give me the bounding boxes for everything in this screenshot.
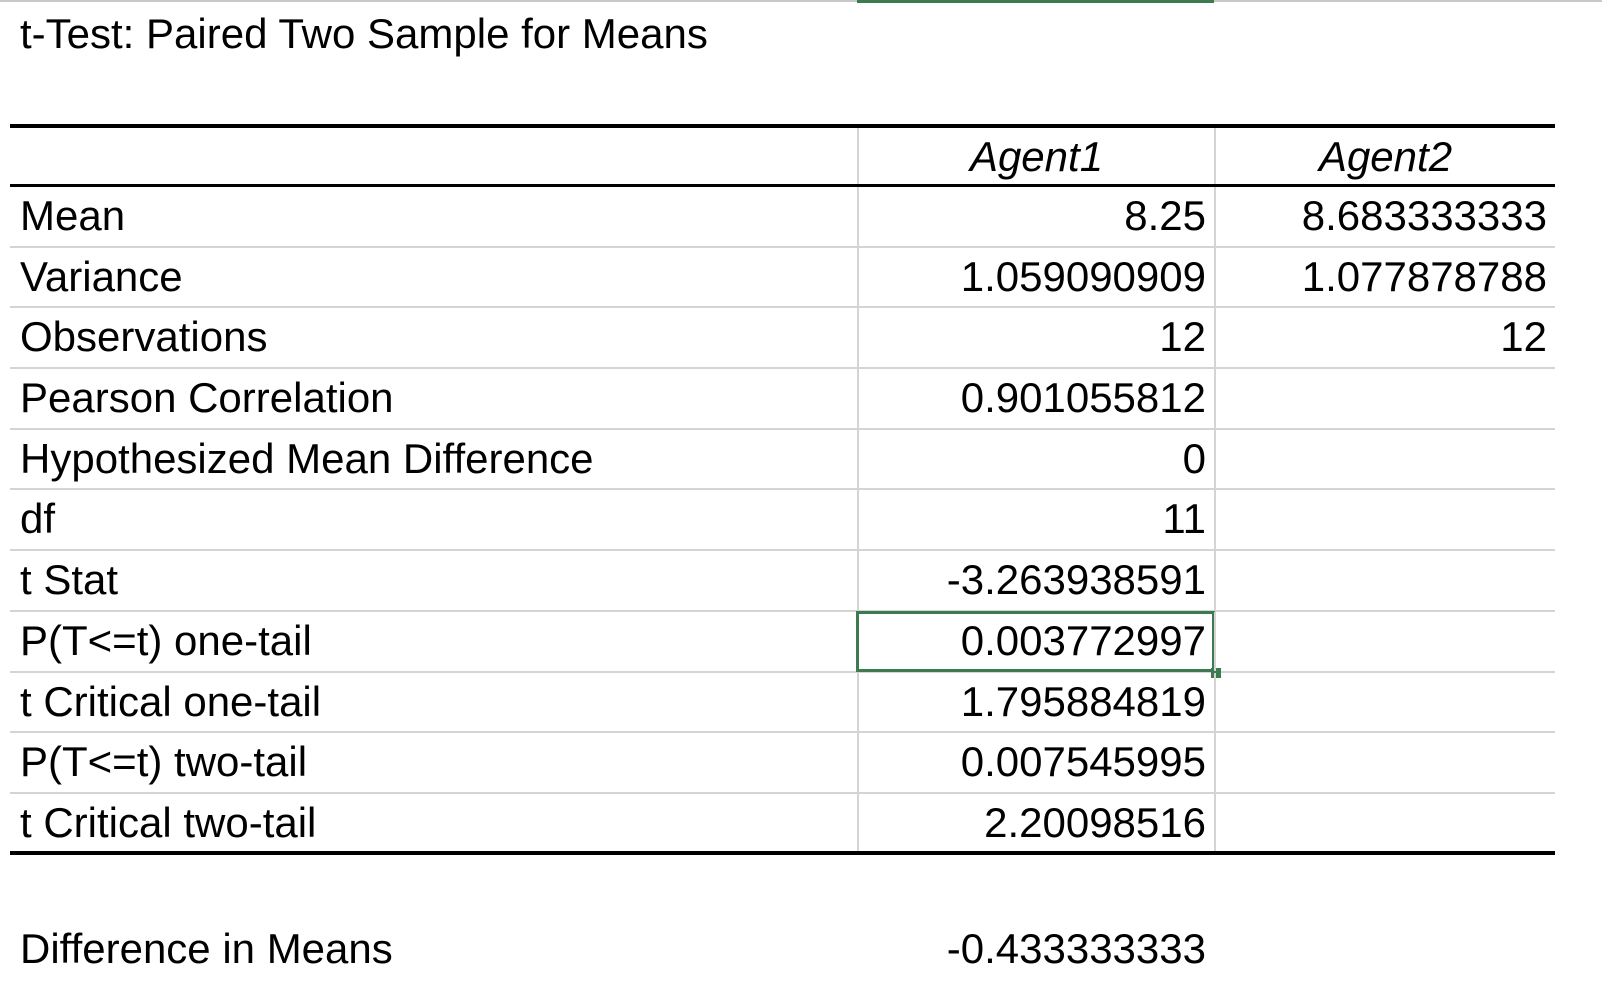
row-label[interactable]: t Stat xyxy=(20,556,119,604)
row-label[interactable]: P(T<=t) one-tail xyxy=(20,616,312,664)
table-row: P(T<=t) one-tail 0.003772997 xyxy=(10,610,1555,678)
agent2-value[interactable] xyxy=(1214,793,1555,851)
row-label[interactable]: df xyxy=(20,495,56,543)
table-row: df 11 xyxy=(10,490,1555,552)
table-header-row: Agent1 Agent2 xyxy=(10,124,1555,187)
row-label[interactable]: t Critical one-tail xyxy=(20,677,322,725)
agent2-value[interactable] xyxy=(1214,733,1555,792)
agent2-value[interactable] xyxy=(1214,672,1555,732)
agent1-value[interactable]: 8.25 xyxy=(857,187,1214,246)
agent2-value[interactable]: 8.683333333 xyxy=(1214,187,1555,246)
agent1-value[interactable]: 11 xyxy=(857,490,1214,550)
table-row: P(T<=t) two-tail 0.007545995 xyxy=(10,733,1555,794)
header-cell-label[interactable] xyxy=(10,128,857,184)
agent1-value[interactable]: 0.007545995 xyxy=(857,733,1214,792)
agent1-value[interactable]: 0 xyxy=(857,429,1214,489)
agent1-value[interactable]: 12 xyxy=(857,308,1214,368)
selected-cell[interactable]: 0.003772997 xyxy=(856,610,1221,678)
table-row: t Critical one-tail 1.795884819 xyxy=(10,672,1555,734)
agent2-value[interactable] xyxy=(1214,369,1555,428)
row-label[interactable]: t Critical two-tail xyxy=(20,798,317,846)
row-label[interactable]: Observations xyxy=(20,313,268,361)
fill-handle[interactable] xyxy=(1211,667,1221,678)
column-header-edge xyxy=(0,0,1602,2)
agent1-value[interactable]: 0.901055812 xyxy=(857,369,1214,428)
agent2-value[interactable] xyxy=(1214,611,1555,671)
table-row: Variance 1.059090909 1.077878788 xyxy=(10,247,1555,309)
agent2-value[interactable]: 12 xyxy=(1214,308,1555,368)
row-label[interactable]: Hypothesized Mean Difference xyxy=(20,434,594,482)
agent2-value[interactable] xyxy=(1214,490,1555,550)
table-row: Mean 8.25 8.683333333 xyxy=(10,187,1555,248)
table-row: Pearson Correlation 0.901055812 xyxy=(10,369,1555,430)
row-label[interactable]: Variance xyxy=(20,252,183,300)
header-cell-agent1[interactable]: Agent1 xyxy=(857,128,1214,184)
selected-column-indicator xyxy=(857,0,1214,3)
agent1-value[interactable]: 1.059090909 xyxy=(857,247,1214,307)
difference-value[interactable]: -0.433333333 xyxy=(946,925,1206,972)
table-row: t Stat -3.263938591 xyxy=(10,551,1555,612)
agent2-value[interactable] xyxy=(1214,551,1555,610)
agent1-value[interactable]: -3.263938591 xyxy=(857,551,1214,610)
row-label[interactable]: Pearson Correlation xyxy=(20,374,394,422)
table-row: Observations 12 12 xyxy=(10,308,1555,370)
table-row: t Critical two-tail 2.20098516 xyxy=(10,793,1555,855)
row-label[interactable]: Mean xyxy=(20,192,126,239)
agent2-value[interactable] xyxy=(1214,429,1555,489)
page-title[interactable]: t-Test: Paired Two Sample for Means xyxy=(20,10,708,57)
row-label[interactable]: P(T<=t) two-tail xyxy=(20,738,308,786)
results-table: Agent1 Agent2 Mean 8.25 8.683333333 Varianc… xyxy=(10,124,1555,855)
agent1-value[interactable]: 2.20098516 xyxy=(857,793,1214,851)
difference-row: Difference in Means -0.433333333 xyxy=(10,920,1214,978)
agent2-value[interactable]: 1.077878788 xyxy=(1214,247,1555,307)
agent1-value[interactable]: 1.795884819 xyxy=(857,672,1214,732)
difference-label[interactable]: Difference in Means xyxy=(20,925,393,972)
header-cell-agent2[interactable]: Agent2 xyxy=(1214,128,1555,184)
table-row: Hypothesized Mean Difference 0 xyxy=(10,429,1555,491)
